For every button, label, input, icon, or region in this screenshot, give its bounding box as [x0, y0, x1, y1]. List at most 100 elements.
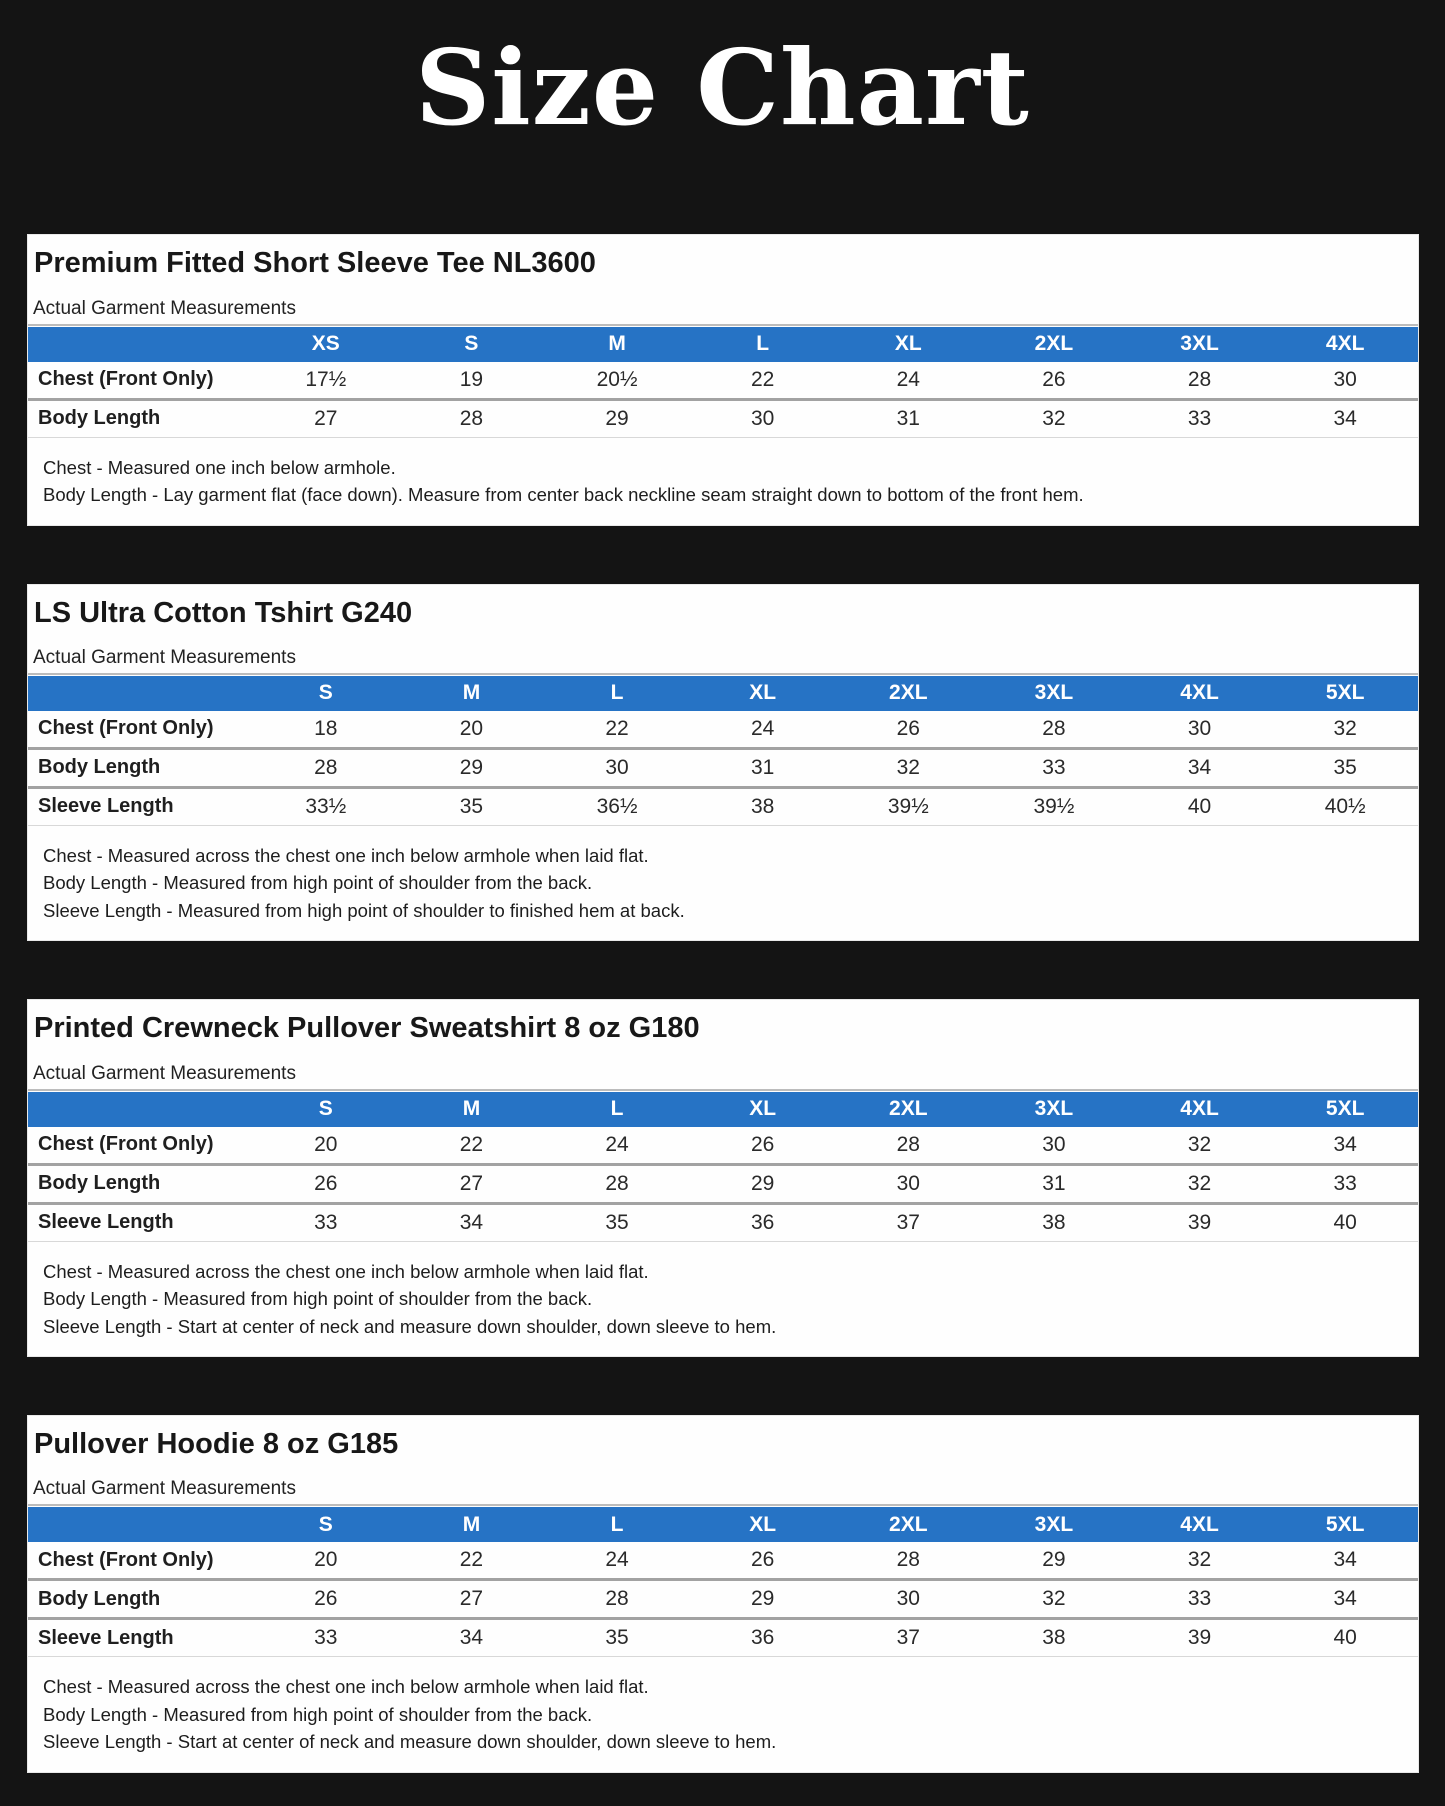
measurement-note-line: Sleeve Length - Measured from high point…: [43, 899, 685, 921]
measurement-value-cell: 31: [1042, 1171, 1066, 1195]
measurement-value-cell: 34: [459, 1626, 484, 1650]
size-table-row: Sleeve Length 33 34 35 36 37 38 39 40: [28, 1617, 1418, 1656]
measurement-value-cell: 29: [459, 755, 484, 779]
measurement-value-cell: 20: [314, 1548, 338, 1572]
measurement-value-cell: 26: [1042, 367, 1066, 391]
measurement-value-cell: 35: [605, 1626, 629, 1650]
size-header-cell: 3XL: [1034, 1097, 1074, 1121]
size-header-cell: S: [318, 681, 333, 705]
size-header-cell: 3XL: [1034, 1512, 1074, 1536]
measurement-notes: Chest - Measured across the chest one in…: [28, 1673, 1418, 1756]
measurements-subtitle: Actual Garment Measurements: [33, 1478, 296, 1500]
product-title: Printed Crewneck Pullover Sweatshirt 8 o…: [34, 1012, 700, 1045]
product-title: Premium Fitted Short Sleeve Tee NL3600: [34, 247, 596, 280]
measurement-value-cell: 24: [896, 367, 920, 391]
measurement-value-cell: 27: [314, 406, 338, 430]
size-header-cell: XL: [749, 1097, 777, 1121]
measurement-value-cell: 27: [459, 1171, 484, 1195]
measurement-value-cell: 29: [605, 406, 629, 430]
page-title: Size Chart: [415, 26, 1030, 149]
measurement-note-line: Body Length - Measured from high point o…: [43, 1703, 593, 1725]
measurement-value-cell: 28: [314, 755, 338, 779]
size-table-header-row: S M L XL 2XL 3XL 4XL 5XL: [28, 1091, 1418, 1127]
measurement-value-cell: 33: [1333, 1171, 1357, 1195]
size-table-header-row: S M L XL 2XL 3XL 4XL 5XL: [28, 675, 1418, 711]
measurement-note-line: Chest - Measured one inch below armhole.: [43, 456, 396, 478]
measurement-notes: Chest - Measured across the chest one in…: [28, 842, 1418, 925]
measurements-subtitle: Actual Garment Measurements: [33, 646, 296, 668]
size-header-cell: S: [318, 1512, 333, 1536]
row-label-cell: Chest (Front Only): [38, 1548, 214, 1571]
size-header-cell: 4XL: [1180, 1097, 1219, 1121]
measurement-notes: Chest - Measured one inch below armhole.…: [28, 454, 1418, 509]
measurement-value-cell: 30: [896, 1171, 920, 1195]
measurement-value-cell: 32: [1187, 1548, 1212, 1572]
size-header-cell: XL: [749, 681, 777, 705]
measurement-value-cell: 20½: [596, 367, 638, 391]
size-header-cell: 3XL: [1180, 332, 1219, 356]
measurement-value-cell: 19: [459, 367, 484, 391]
measurement-value-cell: 38: [751, 794, 775, 818]
measurement-value-cell: 32: [1333, 716, 1357, 740]
measurements-subtitle: Actual Garment Measurements: [33, 297, 296, 319]
measurement-value-cell: 28: [605, 1171, 629, 1195]
measurement-value-cell: 35: [605, 1210, 629, 1234]
measurement-value-cell: 39: [1187, 1210, 1212, 1234]
measurement-value-cell: 39½: [1033, 794, 1075, 818]
measurement-value-cell: 32: [1187, 1132, 1212, 1156]
size-header-cell: 2XL: [889, 1512, 928, 1536]
measurement-value-cell: 30: [896, 1587, 920, 1611]
measurement-value-cell: 32: [1187, 1171, 1212, 1195]
page-header: Size Chart: [0, 0, 1445, 146]
size-table-header-row: XS S M L XL 2XL 3XL 4XL: [28, 326, 1418, 362]
measurement-note-line: Chest - Measured across the chest one in…: [43, 1260, 649, 1282]
measurement-value-cell: 28: [459, 406, 484, 430]
size-table-row: Body Length 26 27 28 29 30 32 33 34: [28, 1578, 1418, 1617]
measurement-note-line: Body Length - Measured from high point o…: [43, 1288, 593, 1310]
measurement-value-cell: 28: [896, 1132, 920, 1156]
size-table-row: Body Length 27 28 29 30 31 32 33 34: [28, 397, 1418, 437]
size-chart-panel: Premium Fitted Short Sleeve Tee NL3600 A…: [27, 234, 1419, 526]
row-label-cell: Chest (Front Only): [38, 717, 214, 740]
measurement-value-cell: 26: [314, 1587, 338, 1611]
measurement-value-cell: 24: [605, 1132, 629, 1156]
measurement-value-cell: 38: [1042, 1210, 1066, 1234]
measurement-value-cell: 26: [751, 1548, 775, 1572]
measurement-value-cell: 34: [1333, 1548, 1357, 1572]
measurement-value-cell: 33: [1187, 406, 1212, 430]
measurement-value-cell: 33: [314, 1210, 338, 1234]
measurement-note-line: Body Length - Measured from high point o…: [43, 872, 593, 894]
size-table-row: Chest (Front Only) 20 22 24 26 28 29 32 34: [28, 1542, 1418, 1578]
row-label-cell: Chest (Front Only): [38, 1133, 214, 1156]
product-title: Pullover Hoodie 8 oz G185: [34, 1428, 399, 1461]
size-header-cell: 5XL: [1325, 1097, 1365, 1121]
measurement-notes: Chest - Measured across the chest one in…: [28, 1258, 1418, 1341]
measurement-value-cell: 36: [751, 1626, 775, 1650]
measurement-value-cell: 40: [1187, 794, 1212, 818]
measurement-value-cell: 38: [1042, 1626, 1066, 1650]
measurement-value-cell: 29: [751, 1587, 775, 1611]
row-label-cell: Body Length: [38, 1587, 161, 1610]
measurement-value-cell: 36: [751, 1210, 775, 1234]
row-label-cell: Body Length: [38, 1172, 161, 1195]
measurement-value-cell: 28: [1042, 716, 1066, 740]
size-chart-panel: Printed Crewneck Pullover Sweatshirt 8 o…: [27, 999, 1419, 1358]
measurement-value-cell: 28: [605, 1587, 629, 1611]
measurement-value-cell: 32: [1042, 406, 1066, 430]
measurement-value-cell: 30: [1187, 716, 1212, 740]
measurement-value-cell: 30: [1042, 1132, 1066, 1156]
measurement-note-line: Chest - Measured across the chest one in…: [43, 1676, 649, 1698]
size-header-cell: XL: [894, 332, 922, 356]
measurement-value-cell: 33½: [305, 794, 347, 818]
measurement-value-cell: 29: [751, 1171, 775, 1195]
size-table-row: Body Length 26 27 28 29 30 31 32 33: [28, 1162, 1418, 1202]
measurement-value-cell: 29: [1042, 1548, 1066, 1572]
measurement-value-cell: 33: [1042, 755, 1066, 779]
size-header-cell: L: [610, 681, 624, 705]
measurement-value-cell: 18: [314, 716, 338, 740]
measurement-value-cell: 34: [1333, 406, 1357, 430]
measurement-value-cell: 40: [1333, 1626, 1357, 1650]
measurement-note-line: Body Length - Lay garment flat (face dow…: [43, 484, 1084, 506]
size-header-cell: XS: [311, 332, 340, 356]
row-label-cell: Chest (Front Only): [38, 368, 214, 391]
